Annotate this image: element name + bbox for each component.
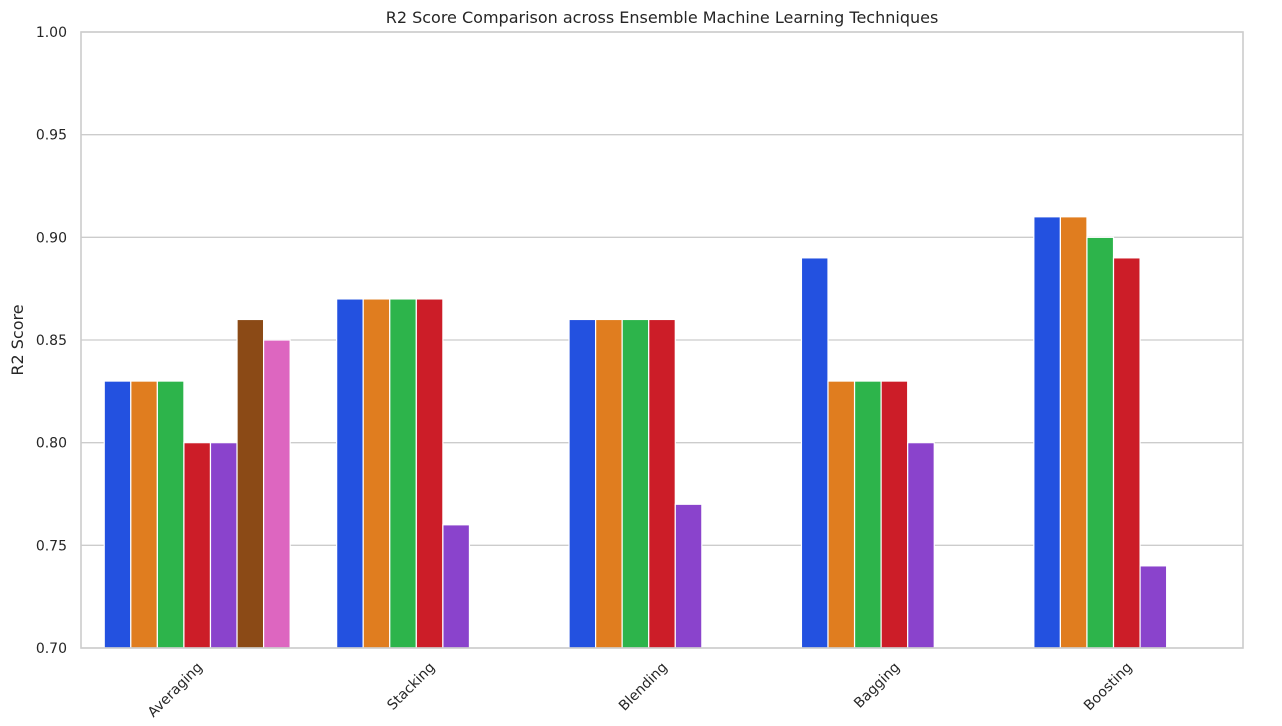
bar <box>827 380 856 649</box>
y-axis-label: R2 Score <box>8 304 27 375</box>
bar-marks <box>103 216 1168 649</box>
bar <box>336 298 364 649</box>
y-tick-label: 0.95 <box>36 128 67 144</box>
bar <box>674 503 703 649</box>
bar <box>1086 236 1115 649</box>
bar <box>103 380 132 649</box>
bar <box>1112 257 1141 649</box>
bar <box>442 524 471 649</box>
x-tick-labels: Averaging Stacking Blending Bagging Boosting <box>145 660 1136 721</box>
bar <box>183 442 212 649</box>
bar <box>362 298 391 649</box>
y-tick-label: 0.85 <box>36 333 67 349</box>
x-tick-label: Blending <box>616 660 671 715</box>
bar <box>156 380 185 649</box>
bar <box>236 318 265 649</box>
x-tick-label: Averaging <box>145 660 206 721</box>
bar <box>853 380 882 649</box>
y-tick-labels: 0.70 0.75 0.80 0.85 0.90 0.95 1.00 <box>36 25 67 657</box>
bar <box>415 298 444 649</box>
x-tick-label: Boosting <box>1081 660 1136 715</box>
y-tick-label: 0.80 <box>36 436 67 452</box>
y-tick-label: 0.75 <box>36 538 67 554</box>
bar <box>648 318 676 649</box>
bar <box>130 380 158 649</box>
bar <box>1033 216 1061 649</box>
bar <box>800 257 829 649</box>
x-tick-label: Stacking <box>384 660 438 714</box>
y-tick-label: 1.00 <box>36 25 67 41</box>
plot-frame <box>80 31 1244 649</box>
y-tick-label: 0.70 <box>36 641 67 657</box>
chart-title: R2 Score Comparison across Ensemble Mach… <box>386 8 939 27</box>
bar <box>1139 565 1168 649</box>
bar <box>907 442 935 649</box>
bar <box>621 318 650 649</box>
bar <box>263 339 291 649</box>
bar <box>594 318 623 649</box>
bar <box>389 298 417 649</box>
bar <box>880 380 909 649</box>
bar <box>568 318 597 649</box>
x-tick-label: Bagging <box>851 660 903 712</box>
bar <box>1059 216 1088 649</box>
bar <box>209 442 238 649</box>
y-tick-label: 0.90 <box>36 230 67 246</box>
